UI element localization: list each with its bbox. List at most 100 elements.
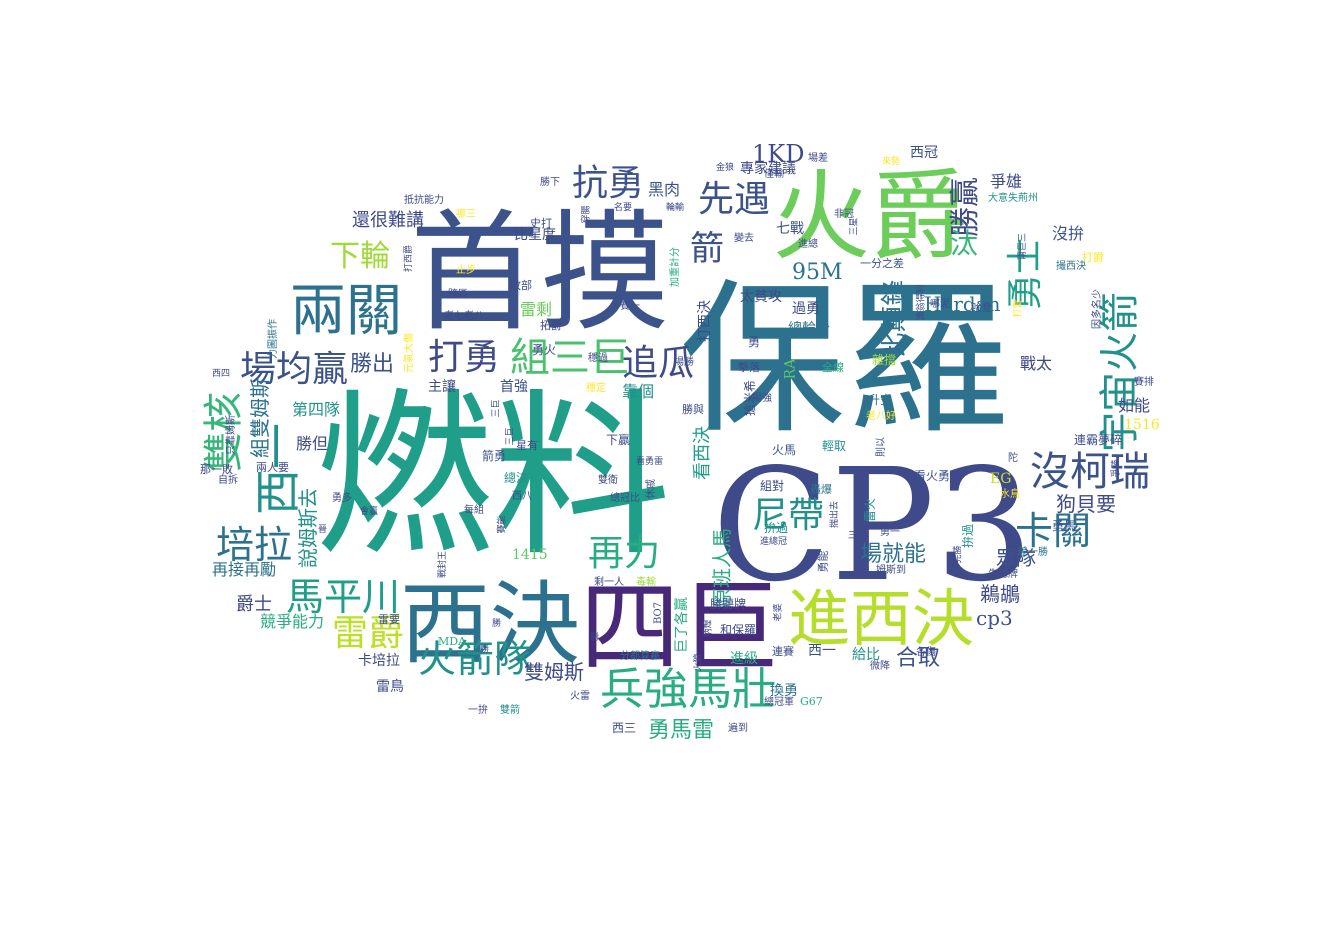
cloud-word: 那一敗 <box>200 463 233 476</box>
cloud-word: 卡培拉 <box>358 653 400 669</box>
cloud-word: 穩過 <box>588 353 608 364</box>
cloud-word: 敗部 <box>510 279 532 292</box>
cloud-word: 西一 <box>808 643 836 659</box>
cloud-word: 1KD <box>752 140 805 168</box>
cloud-word: 場強 <box>752 393 772 404</box>
cloud-word: 三巨 <box>491 399 502 418</box>
cloud-word: 撮西決 <box>1056 261 1086 272</box>
cloud-word: 姆斯到 <box>876 565 906 576</box>
cloud-word: 止步 <box>456 265 476 276</box>
cloud-word: 勝 <box>590 633 600 643</box>
cloud-word: 燃料 <box>315 373 671 580</box>
cloud-word: 1415 <box>512 547 548 563</box>
cloud-word: 打雷 <box>1013 299 1024 318</box>
cloud-word: 爭雄 <box>990 172 1023 191</box>
cloud-word: G67 <box>800 695 823 708</box>
cloud-word: 勝 <box>480 645 490 655</box>
cloud-word: 追瓜 <box>622 343 695 384</box>
cloud-word: 首摸 <box>410 197 671 349</box>
cloud-word: 抗勇 <box>572 163 645 204</box>
cloud-word: 名要 <box>614 203 633 213</box>
cloud-word: 雙姆斯 <box>524 660 584 684</box>
cloud-word: 汰 <box>950 227 979 260</box>
cloud-word: 火爵 <box>772 160 969 274</box>
cloud-word: CP3 <box>712 435 1034 616</box>
cloud-word: 雷鳥 <box>376 679 404 695</box>
cloud-word: 勝與 <box>682 403 704 416</box>
cloud-word: 馬平川 <box>286 575 401 619</box>
cloud-word: 兵強馬壯 <box>600 664 776 715</box>
cloud-word: 眾隊 <box>996 546 1036 570</box>
cloud-word: 每組 <box>464 505 484 516</box>
cloud-word: 休戚 <box>646 479 657 499</box>
cloud-word: BO7 <box>653 601 665 625</box>
cloud-word: 則以 <box>876 437 887 457</box>
cloud-word: 總輪分 <box>788 321 830 337</box>
cloud-word: 先聽牌 <box>988 569 1018 580</box>
cloud-word: 勇能 <box>816 550 830 573</box>
cloud-word: 賽能 <box>497 515 508 534</box>
cloud-word: 漁翁得利 <box>916 284 927 321</box>
cloud-word: 雷火 <box>863 497 878 523</box>
cloud-word: 揣出去 <box>830 500 841 529</box>
cloud-word: Hardan <box>924 292 1001 316</box>
cloud-word: 勇火 <box>532 343 557 357</box>
cloud-word: 微降 <box>870 661 890 672</box>
cloud-word: 比顛鋒 <box>880 279 911 359</box>
cloud-word: 進級 <box>730 651 758 667</box>
cloud-word: 沒拚 <box>1052 224 1085 243</box>
cloud-word: 給比 <box>852 647 880 663</box>
cloud-word: 穩定 <box>586 383 606 394</box>
cloud-word: 火馬 <box>772 443 797 457</box>
cloud-word: 合取 <box>896 646 941 671</box>
cloud-word: 星有 <box>516 439 538 452</box>
cloud-word: 老婆 <box>773 603 784 622</box>
cloud-word: 穿腸 <box>581 205 592 224</box>
cloud-word: 雷要 <box>378 613 400 626</box>
cloud-word: 打西決 <box>697 300 713 342</box>
cloud-word: cp3 <box>976 606 1013 630</box>
cloud-word: 狗貝要 <box>1056 492 1116 516</box>
cloud-word: 巨了各贏 <box>674 597 690 653</box>
cloud-word: RA <box>782 358 799 380</box>
cloud-word: 自拆 <box>218 475 238 486</box>
cloud-word: 還很難講 <box>352 210 424 231</box>
cloud-word: 西八 <box>512 491 532 502</box>
cloud-word: 勝下 <box>540 177 560 188</box>
cloud-word: 總冠比 <box>610 493 640 504</box>
cloud-word: 西決 <box>400 572 580 677</box>
cloud-word: 組三巨 <box>510 335 630 381</box>
cloud-word: 過勇 <box>792 301 820 317</box>
cloud-word: 火狼 <box>693 653 704 672</box>
cloud-word: 七戰 <box>776 221 804 237</box>
cloud-word: 打西爵 <box>404 244 415 273</box>
cloud-word: 輪輸 <box>666 203 685 213</box>
cloud-word: 只靠姆斯 <box>226 415 237 455</box>
cloud-word: 轟爆 <box>810 483 832 496</box>
cloud-word: 升空 <box>868 393 893 407</box>
cloud-word: 太貧攻 <box>740 289 782 305</box>
cloud-word: 西三 <box>612 721 637 735</box>
cloud-word: 因多名少 <box>1092 289 1103 329</box>
cloud-word: 1516 <box>1124 417 1160 433</box>
cloud-word: 勝但 <box>296 434 329 453</box>
cloud-word: 培拉 <box>216 523 293 567</box>
cloud-word: 尼帶 <box>752 495 825 536</box>
cloud-word: 總決 <box>504 471 529 485</box>
cloud-word: MDA <box>438 635 467 648</box>
cloud-word: 哪泥 <box>930 299 950 310</box>
cloud-word: 勇一 <box>880 527 900 538</box>
cloud-word: 看勇雷 <box>636 457 664 467</box>
cloud-word: 大意失荊州 <box>988 193 1038 204</box>
cloud-word: 場就能 <box>860 542 927 567</box>
cloud-word: 水鳥 <box>1000 489 1020 500</box>
cloud-word: 雷爵 <box>332 613 405 654</box>
cloud-word: 沒柯瑞 <box>1030 449 1150 495</box>
cloud-word: 黑肉 <box>648 180 681 199</box>
cloud-word: 三星 <box>849 217 860 236</box>
cloud-word: 炳煌 <box>703 619 714 638</box>
cloud-word: 雷剩 <box>520 300 553 319</box>
cloud-word: 看西決 <box>692 426 713 480</box>
cloud-word: 會贏 <box>360 507 379 517</box>
cloud-word: 來勢 <box>882 157 901 167</box>
